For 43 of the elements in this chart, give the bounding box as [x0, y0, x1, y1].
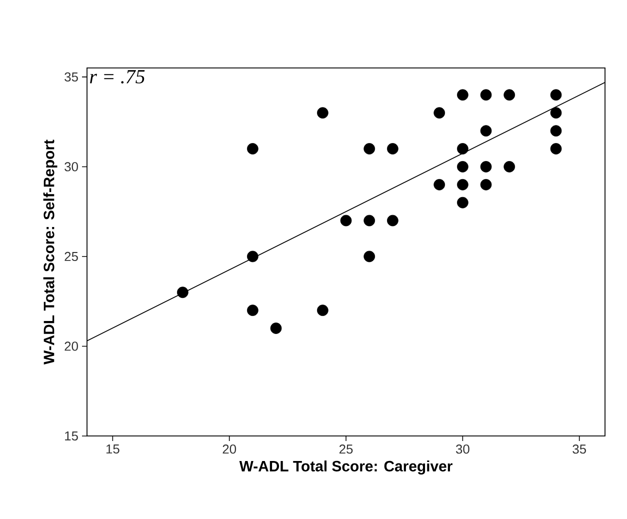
point [456, 178, 468, 190]
point [550, 107, 562, 119]
y-tick-label: 15 [65, 431, 78, 440]
point [480, 161, 492, 172]
y-tick-label: 35 [64, 72, 78, 82]
point [246, 143, 258, 154]
point [246, 304, 258, 316]
point [550, 89, 562, 101]
point [176, 286, 188, 298]
point [480, 89, 492, 101]
point [456, 143, 468, 154]
point [480, 125, 492, 136]
x-tick-label: 30 [456, 444, 470, 454]
x-axis-title: W-ADL Total Score: Caregiver [239, 460, 452, 475]
y-tick-label: 20 [64, 342, 78, 351]
point [270, 322, 282, 334]
point [364, 214, 376, 226]
point [434, 107, 446, 119]
point [456, 161, 468, 172]
point [364, 250, 376, 262]
point [504, 89, 516, 101]
point [340, 214, 352, 226]
point [550, 143, 562, 154]
x-tick-label: 35 [572, 444, 586, 454]
point [550, 125, 562, 136]
point [434, 178, 446, 190]
x-tick-label: 25 [339, 444, 353, 454]
point [316, 107, 328, 119]
y-tick-label: 25 [64, 252, 78, 262]
x-tick-label: 15 [106, 444, 120, 454]
point [246, 250, 258, 262]
x-tick-label: 20 [222, 444, 236, 454]
point [456, 196, 468, 208]
point [364, 143, 376, 154]
point [504, 161, 516, 172]
point [386, 214, 398, 226]
point [386, 143, 398, 154]
y-tick-label: 30 [64, 162, 78, 172]
point [316, 304, 328, 316]
y-axis-title: W-ADL Total Score: Self-Report [43, 140, 58, 364]
point [456, 89, 468, 101]
point [480, 178, 492, 190]
annotation: r = .75 [90, 70, 145, 84]
